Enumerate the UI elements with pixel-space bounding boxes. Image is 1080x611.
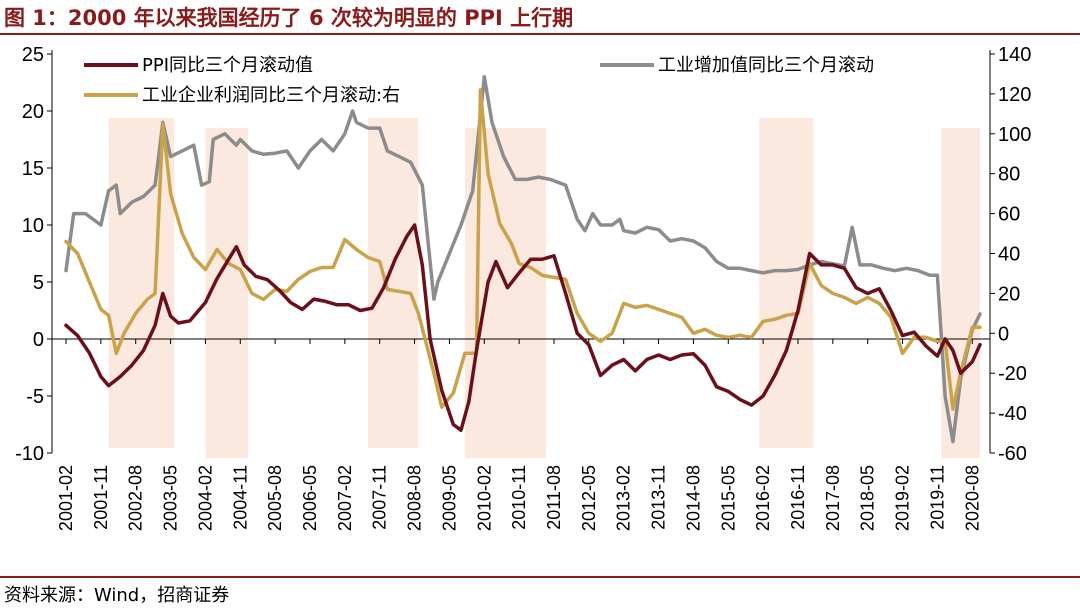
x-tick-label: 2007-11: [370, 465, 390, 530]
y-left-tick-label: 25: [22, 44, 44, 66]
y-left-tick-label: 20: [22, 101, 44, 123]
y-left-tick-label: 10: [22, 215, 44, 237]
x-tick-label: 2001-11: [91, 465, 111, 530]
x-tick-label: 2017-08: [823, 465, 843, 531]
x-tick-label: 2007-02: [335, 465, 355, 531]
y-right-tick-label: -40: [998, 403, 1027, 425]
x-tick-label: 2010-02: [474, 465, 494, 531]
plot-frame: [51, 50, 991, 453]
y-left-tick-label: -5: [26, 386, 44, 408]
shaded-periods: [108, 118, 980, 458]
x-tick-label: 2013-02: [614, 465, 634, 531]
legend-label-2: 工业增加值同比三个月滚动: [658, 55, 874, 76]
y-right-tick-label: 140: [998, 44, 1031, 66]
y-right-tick-label: -20: [998, 363, 1027, 385]
x-tick-label: 2001-02: [56, 465, 76, 531]
title-rule: [0, 33, 1080, 35]
x-tick-label: 2013-11: [649, 465, 669, 530]
x-tick-label: 2010-11: [509, 465, 529, 530]
shaded-period-1: [108, 118, 175, 448]
chart-title: 图 1：2000 年以来我国经历了 6 次较为明显的 PPI 上行期: [4, 6, 574, 30]
y-right-tick-label: 80: [998, 164, 1020, 186]
x-tick-label: 2006-05: [300, 465, 320, 531]
x-tick-label: 2004-11: [230, 465, 250, 530]
x-tick-label: 2004-02: [195, 465, 215, 531]
x-tick-label: 2009-05: [439, 465, 459, 531]
x-axis: 2001-02 2001-11 2002-08 2003-05 2004-02 2004-…: [56, 339, 982, 531]
x-tick-label: 2019-11: [927, 465, 947, 530]
shaded-period-3: [368, 118, 419, 448]
footer-rule: [0, 576, 1080, 578]
x-tick-label: 2015-05: [718, 465, 738, 531]
y-left-tick-label: 0: [33, 329, 44, 351]
x-tick-label: 2019-02: [893, 465, 913, 531]
x-tick-label: 2012-05: [579, 465, 599, 531]
x-tick-label: 2008-08: [405, 465, 425, 531]
source-note: 资料来源：Wind，招商证券: [4, 585, 230, 606]
legend-label-1: PPI同比三个月滚动值: [142, 55, 313, 76]
legend-label-3: 工业企业利润同比三个月滚动:右: [142, 85, 400, 106]
y-axis-right: -60 -40 -20 0 20 40 60 80 100 120 140: [990, 44, 1031, 465]
y-right-tick-label: 120: [998, 84, 1031, 106]
y-right-tick-label: 60: [998, 204, 1020, 226]
y-left-tick-label: -10: [15, 443, 44, 465]
series-lines: [64, 75, 982, 444]
y-right-tick-label: 40: [998, 244, 1020, 266]
y-right-tick-label: 100: [998, 124, 1031, 146]
series-line-3: [64, 88, 982, 411]
series-line-1: [64, 223, 982, 432]
x-tick-label: 2014-08: [683, 465, 703, 531]
y-left-tick-label: 5: [33, 272, 44, 294]
y-left-tick-label: 15: [22, 158, 44, 180]
x-tick-label: 2020-08: [962, 465, 982, 531]
x-tick-label: 2016-11: [788, 465, 808, 530]
y-right-tick-label: 0: [998, 323, 1009, 345]
x-tick-label: 2016-02: [753, 465, 773, 531]
y-right-tick-label: -60: [998, 443, 1027, 465]
chart-svg: -10 -5 0 5 10 15 20 25 -60 -40 -20 0 20 40 60 80 100 120…: [15, 44, 1031, 531]
x-tick-label: 2003-05: [161, 465, 181, 531]
y-right-tick-label: 20: [998, 283, 1020, 305]
y-axis-left: -10 -5 0 5 10 15 20 25: [15, 44, 52, 465]
shaded-period-2: [205, 128, 249, 458]
x-tick-label: 2002-08: [126, 465, 146, 531]
x-tick-label: 2011-08: [544, 465, 564, 530]
x-tick-label: 2005-08: [265, 465, 285, 531]
x-tick-label: 2018-05: [858, 465, 878, 531]
